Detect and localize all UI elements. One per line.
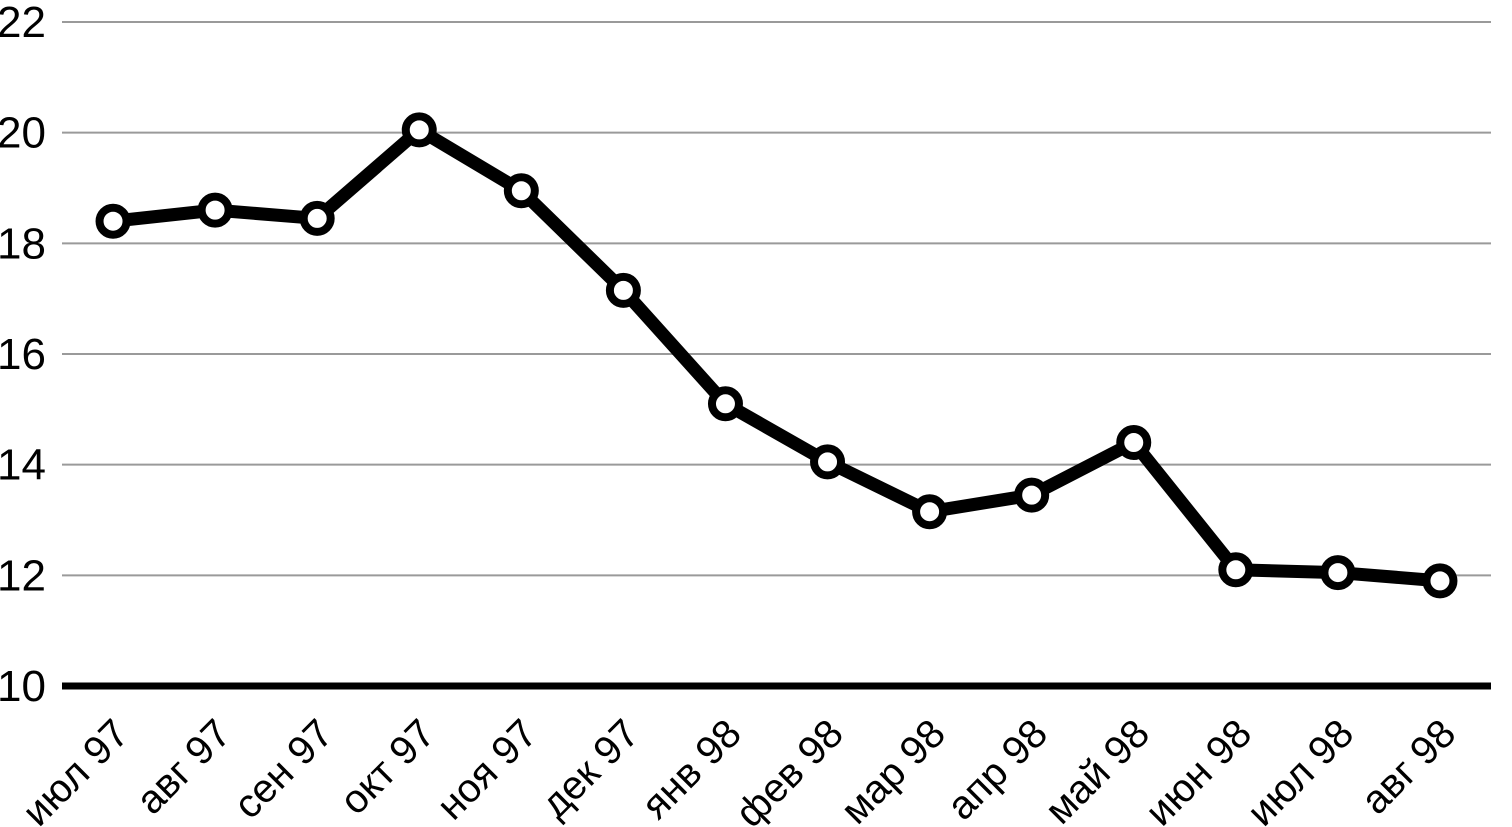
data-point-marker xyxy=(197,192,233,228)
data-point-marker xyxy=(1116,425,1152,461)
x-axis-tick-label: окт 97 xyxy=(332,711,444,823)
data-point-marker xyxy=(1218,552,1254,588)
x-axis-tick-label: ноя 97 xyxy=(429,711,546,827)
data-point-marker xyxy=(1422,563,1458,599)
x-axis-tick-label: май 98 xyxy=(1037,711,1158,827)
x-axis-tick-label: фев 98 xyxy=(727,711,851,827)
data-point-marker xyxy=(299,200,335,236)
x-axis-tick-label: июл 97 xyxy=(14,711,137,827)
data-line xyxy=(106,123,1447,588)
data-point-marker xyxy=(605,272,641,308)
x-axis-tick-label: июл 98 xyxy=(1239,711,1362,827)
x-axis-tick-label: июн 98 xyxy=(1137,711,1260,827)
x-axis-tick-label: авг 98 xyxy=(1353,711,1465,823)
data-point-marker xyxy=(810,444,846,480)
y-axis-tick-label: 16 xyxy=(0,330,46,379)
x-axis-tick-label: мар 98 xyxy=(833,711,954,827)
data-point-marker xyxy=(503,173,539,209)
data-point-marker xyxy=(95,203,131,239)
data-point-marker xyxy=(707,386,743,422)
y-axis-tick-label: 20 xyxy=(0,109,46,158)
data-point-marker xyxy=(1014,477,1050,513)
x-axis-tick-label: апр 98 xyxy=(939,711,1056,827)
x-axis-tick-label: дек 97 xyxy=(533,711,648,826)
x-axis-tick-label: сен 97 xyxy=(226,711,342,827)
data-point-marker xyxy=(1320,555,1356,591)
y-axis-tick-label: 22 xyxy=(0,0,46,47)
y-axis-tick-label: 18 xyxy=(0,219,46,268)
y-axis-tick-label: 12 xyxy=(0,551,46,600)
x-axis-tick-label: авг 97 xyxy=(128,711,240,823)
data-point-marker xyxy=(912,494,948,530)
data-point-marker xyxy=(401,112,437,148)
y-axis-tick-label: 14 xyxy=(0,441,46,490)
y-axis-tick-label: 10 xyxy=(0,662,46,711)
